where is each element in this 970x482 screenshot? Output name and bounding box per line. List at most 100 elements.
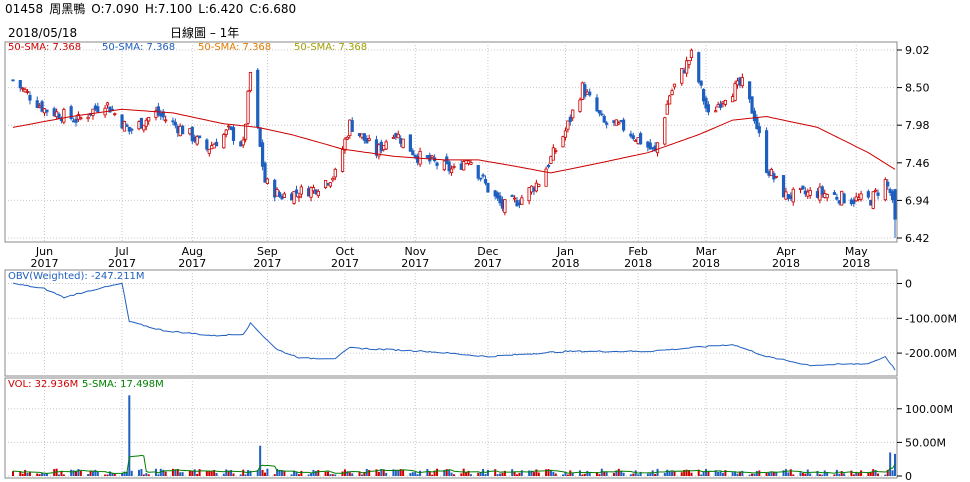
candle-down <box>197 135 202 139</box>
candle-up <box>663 117 667 145</box>
volume-bar <box>125 471 128 476</box>
candle-up <box>297 195 301 199</box>
volume-bar <box>821 474 824 476</box>
candle-up <box>340 149 345 172</box>
volume-bar <box>867 472 870 476</box>
obv-panel: OBV(Weighted): -247.211M 0 -100.00M -200.0… <box>4 269 957 377</box>
candle-down <box>69 106 73 120</box>
candle-down <box>214 141 219 147</box>
candle-up <box>113 113 117 116</box>
candle-up <box>207 148 211 154</box>
volume-bar <box>24 469 27 476</box>
month-label: Nov <box>404 245 426 258</box>
volume-bar <box>222 473 225 476</box>
volume-bar <box>586 470 589 476</box>
volume-bar <box>43 473 46 476</box>
volume-bar <box>571 473 574 476</box>
volume-bar <box>552 471 555 476</box>
volume-bar <box>276 468 279 476</box>
candle-down <box>706 104 711 113</box>
price-legend-2: 50-SMA: 7.368 <box>102 42 175 53</box>
volume-bar <box>564 471 567 476</box>
volume-bar <box>717 471 720 476</box>
volume-bar <box>547 469 550 476</box>
candle-up <box>714 110 718 113</box>
volume-bar <box>79 470 82 476</box>
month-label: Feb <box>628 245 647 258</box>
year-label: 2017 <box>31 257 59 270</box>
candle-down <box>260 142 265 167</box>
volume-bar <box>419 470 422 476</box>
year-label: 2017 <box>178 257 206 270</box>
volume-bar <box>804 473 807 476</box>
candle-up <box>164 119 168 122</box>
price-tick-label: 9.02 <box>905 44 930 57</box>
price-gridlines <box>5 42 897 242</box>
volume-bar <box>549 470 552 476</box>
candle-up <box>462 161 466 171</box>
volume-bar <box>341 471 344 476</box>
candle-down <box>622 119 626 131</box>
volume-bar <box>680 472 683 476</box>
volume-bar <box>792 474 795 476</box>
volume-bar <box>588 472 591 476</box>
sma50-line <box>12 108 896 174</box>
volume-bar <box>857 472 860 476</box>
volume-bar <box>111 473 114 476</box>
volume-bar <box>300 470 303 476</box>
volume-bar <box>232 473 235 476</box>
obv-tick-label: 0 <box>905 277 912 290</box>
candle-down <box>638 133 643 145</box>
volume-bar <box>714 470 717 476</box>
volume-bar <box>598 474 601 476</box>
volume-bar <box>317 470 320 476</box>
price-legend-1: 50-SMA: 7.368 <box>8 42 81 53</box>
volume-bar <box>721 473 724 476</box>
volume-bar <box>855 472 858 476</box>
obv-gridlines <box>5 270 897 376</box>
candle-down <box>350 120 354 132</box>
volume-bar <box>445 469 448 476</box>
volume-bar <box>545 469 548 476</box>
volume-bar <box>835 469 838 476</box>
volume-bar <box>581 474 584 476</box>
obv-line <box>12 282 896 371</box>
volume-bar <box>193 469 196 476</box>
candle-up <box>328 182 333 187</box>
volume-sma-legend: 5-SMA: 17.498M <box>82 379 164 390</box>
volume-bar <box>113 473 116 476</box>
volume-bar <box>307 474 310 476</box>
volume-bar <box>450 472 453 476</box>
candle-up <box>561 136 565 148</box>
volume-bar <box>162 469 165 476</box>
volume-tick-label: 100.00M <box>905 403 953 416</box>
volume-bar <box>230 469 233 476</box>
volume-bar <box>809 473 812 476</box>
candle-up <box>520 197 524 205</box>
candle-down <box>190 126 194 142</box>
candle-up <box>670 90 674 95</box>
volume-sma-line <box>12 454 896 475</box>
volume-bar <box>145 473 148 476</box>
candle-down <box>832 192 837 195</box>
volume-bar <box>208 471 211 476</box>
volume-bar <box>397 469 400 476</box>
candle-down <box>479 177 483 180</box>
candle-down <box>697 52 701 83</box>
volume-bar <box>840 471 843 476</box>
candle-down <box>476 164 480 179</box>
volume-bar <box>36 473 39 476</box>
month-label: Apr <box>776 245 796 258</box>
volume-bar <box>225 469 228 476</box>
volume-bar <box>707 471 710 476</box>
volume-bar <box>634 470 637 476</box>
volume-bar <box>503 470 506 476</box>
candle-up <box>345 136 349 140</box>
candle-down <box>130 128 134 131</box>
volume-bar <box>242 469 245 476</box>
candle-up <box>566 120 570 130</box>
volume-bar <box>751 473 754 476</box>
candle-down <box>510 195 514 197</box>
volume-bar <box>671 471 674 476</box>
